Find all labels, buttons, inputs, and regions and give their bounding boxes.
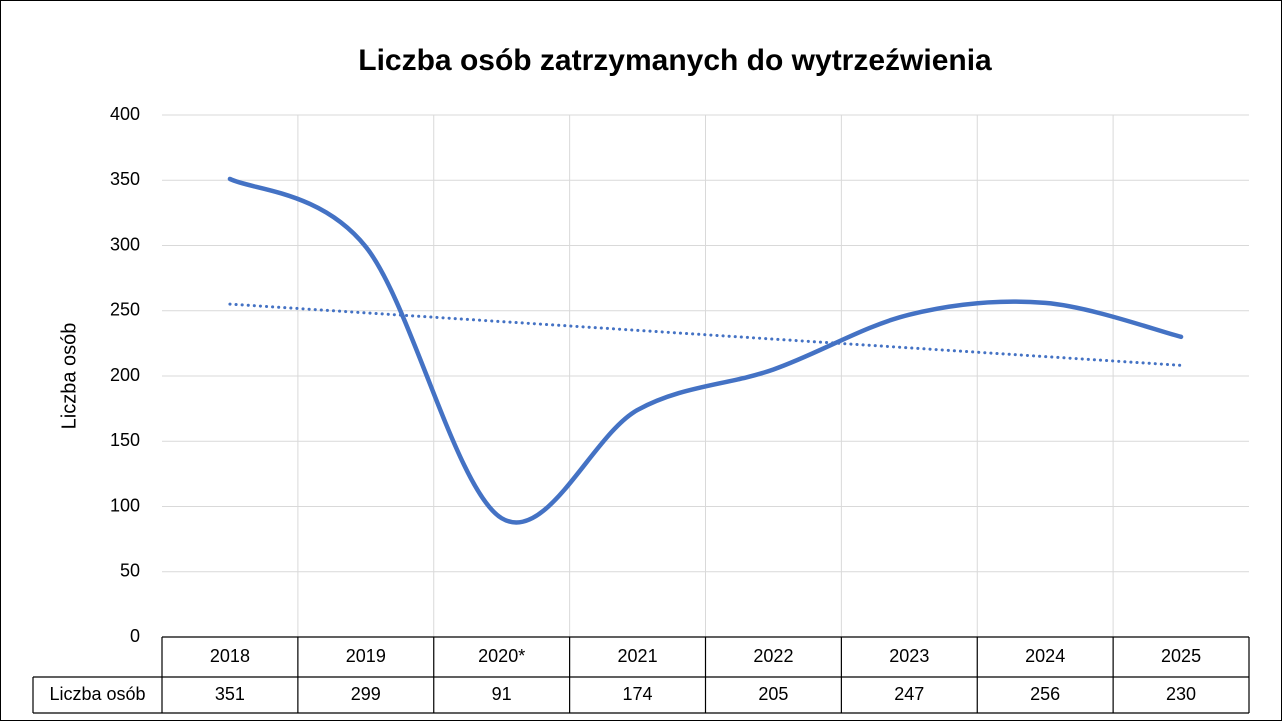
x-tick-label: 2020* <box>478 646 525 666</box>
x-tick-label: 2025 <box>1161 646 1201 666</box>
table-value: 230 <box>1166 684 1196 704</box>
table-value: 91 <box>492 684 512 704</box>
y-tick-label: 150 <box>110 430 140 450</box>
table-value: 299 <box>351 684 381 704</box>
x-tick-label: 2023 <box>889 646 929 666</box>
y-tick-label: 300 <box>110 234 140 254</box>
chart-title: Liczba osób zatrzymanych do wytrzeźwieni… <box>358 44 992 77</box>
y-tick-label: 100 <box>110 495 140 515</box>
table-value: 247 <box>894 684 924 704</box>
table-value: 351 <box>215 684 245 704</box>
x-tick-label: 2024 <box>1025 646 1065 666</box>
y-tick-label: 50 <box>120 561 140 581</box>
table-value: 256 <box>1030 684 1060 704</box>
y-tick-label: 0 <box>130 626 140 646</box>
y-tick-label: 350 <box>110 169 140 189</box>
x-tick-label: 2022 <box>753 646 793 666</box>
y-tick-label: 200 <box>110 365 140 385</box>
x-tick-label: 2018 <box>210 646 250 666</box>
x-tick-label: 2021 <box>618 646 658 666</box>
y-axis-label: Liczba osób <box>58 323 80 430</box>
table-value: 174 <box>623 684 653 704</box>
table-row-header: Liczba osób <box>49 684 145 704</box>
x-tick-label: 2019 <box>346 646 386 666</box>
table-value: 205 <box>758 684 788 704</box>
y-tick-label: 250 <box>110 300 140 320</box>
data-line <box>227 176 1184 525</box>
trendline <box>228 302 1183 367</box>
y-tick-label: 400 <box>110 104 140 124</box>
